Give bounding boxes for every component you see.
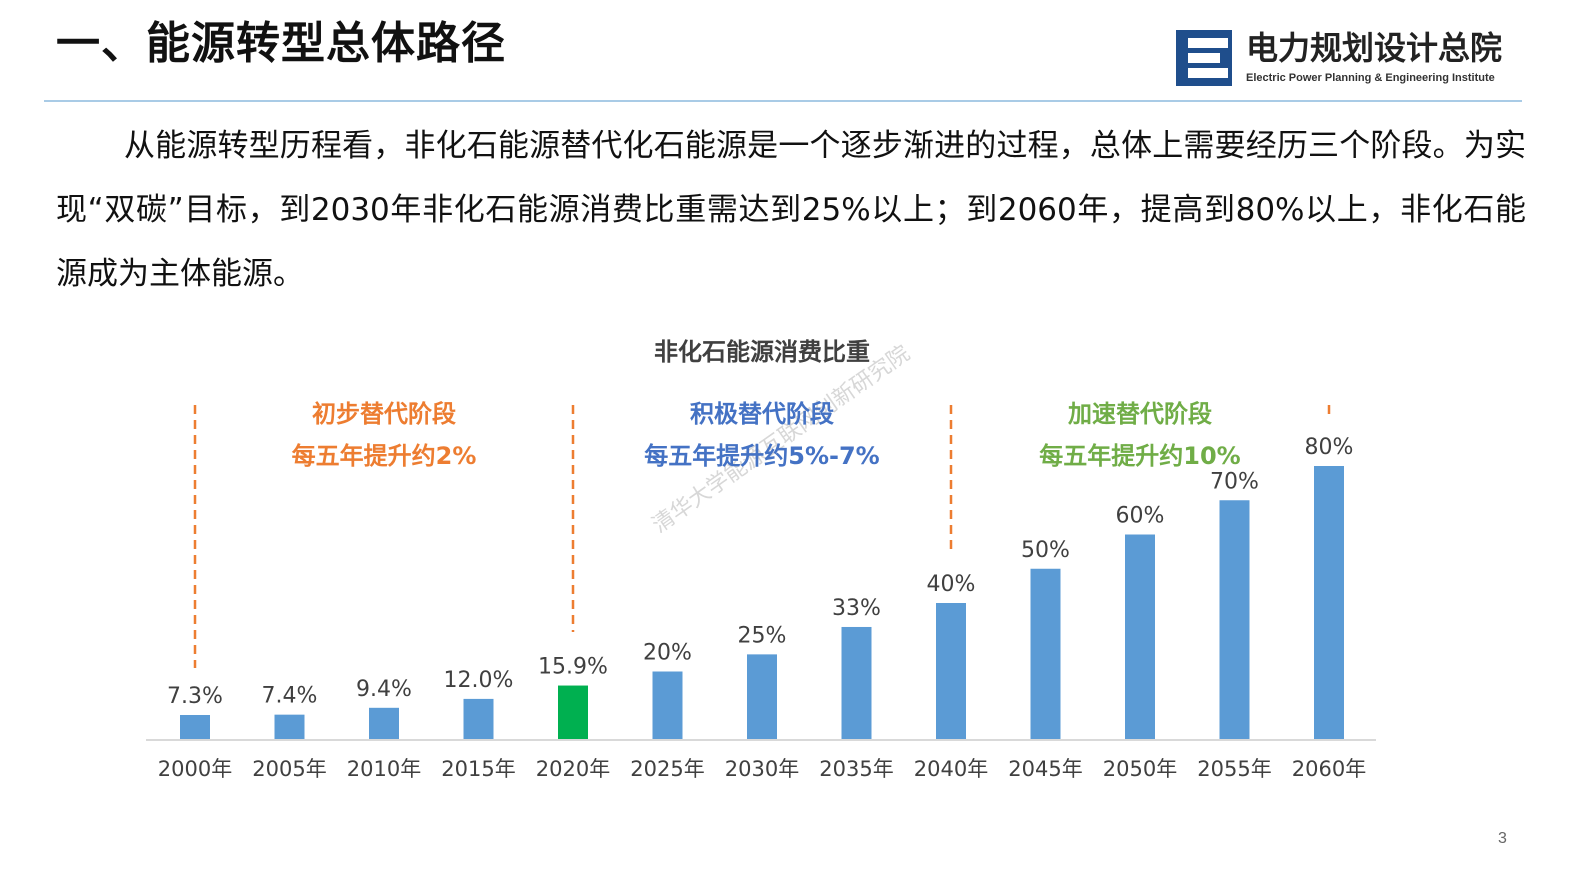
stage-note-3: 每五年提升约10% [1039, 442, 1240, 470]
data-label-2040年: 40% [927, 572, 976, 597]
data-label-2050年: 60% [1116, 504, 1165, 529]
x-tick-2000年: 2000年 [158, 757, 232, 781]
data-label-2045年: 50% [1021, 538, 1070, 563]
bar-2025年 [652, 671, 683, 740]
stage-note-1: 每五年提升约2% [292, 442, 477, 470]
x-tick-2055年: 2055年 [1197, 757, 1271, 781]
bar-2040年 [936, 603, 966, 740]
stage-name-3: 加速替代阶段 [1068, 400, 1212, 428]
header-divider [44, 100, 1522, 102]
x-tick-2010年: 2010年 [347, 757, 421, 781]
x-tick-2050年: 2050年 [1103, 757, 1177, 781]
stage-name-2: 积极替代阶段 [690, 400, 834, 428]
x-tick-2020年: 2020年 [536, 757, 610, 781]
data-label-2055年: 70% [1210, 469, 1259, 494]
data-label-2030年: 25% [738, 623, 787, 648]
x-tick-2025年: 2025年 [630, 757, 704, 781]
intro-paragraph: 从能源转型历程看，非化石能源替代化石能源是一个逐步渐进的过程，总体上需要经历三个… [56, 128, 1526, 292]
data-label-2035年: 33% [832, 596, 881, 621]
x-tick-2060年: 2060年 [1292, 757, 1366, 781]
slide-title: 一、能源转型总体路径 [56, 18, 506, 69]
bar-2035年 [841, 626, 872, 740]
x-tick-2045年: 2045年 [1008, 757, 1082, 781]
data-label-2060年: 80% [1305, 435, 1354, 460]
stage-note-2: 每五年提升约5%-7% [644, 442, 879, 470]
data-label-2010年: 9.4% [356, 677, 412, 702]
stage-name-1: 初步替代阶段 [312, 400, 456, 428]
data-label-2005年: 7.4% [262, 684, 318, 709]
x-tick-2005年: 2005年 [252, 757, 326, 781]
bar-2050年 [1125, 534, 1155, 740]
x-tick-2030年: 2030年 [725, 757, 799, 781]
data-label-2025年: 20% [643, 641, 692, 666]
x-tick-2035年: 2035年 [819, 757, 893, 781]
x-tick-2015年: 2015年 [441, 757, 515, 781]
bar-2005年 [274, 714, 305, 740]
x-tick-2040年: 2040年 [914, 757, 988, 781]
bar-2055年 [1219, 500, 1250, 740]
bar-2060年 [1314, 466, 1344, 740]
bar-2045年 [1030, 568, 1061, 740]
bar-2000年 [180, 714, 210, 740]
watermark-text: 清华大学能源互联网创新研究院 [648, 341, 915, 538]
logo-name-en: Electric Power Planning & Engineering In… [1246, 72, 1495, 84]
bar-2020年 [558, 685, 588, 740]
bar-2015年 [463, 698, 494, 740]
data-label-2000年: 7.3% [167, 684, 223, 709]
data-label-2015年: 12.0% [444, 668, 514, 693]
data-label-2020年: 15.9% [538, 655, 608, 680]
bar-2010年 [369, 707, 399, 740]
logo-name-cn: 电力规划设计总院 [1246, 29, 1503, 67]
epp-logo-icon [1176, 30, 1232, 86]
bar-2030年 [747, 654, 777, 740]
chart-title: 非化石能源消费比重 [654, 338, 870, 366]
page-number: 3 [1498, 830, 1507, 847]
